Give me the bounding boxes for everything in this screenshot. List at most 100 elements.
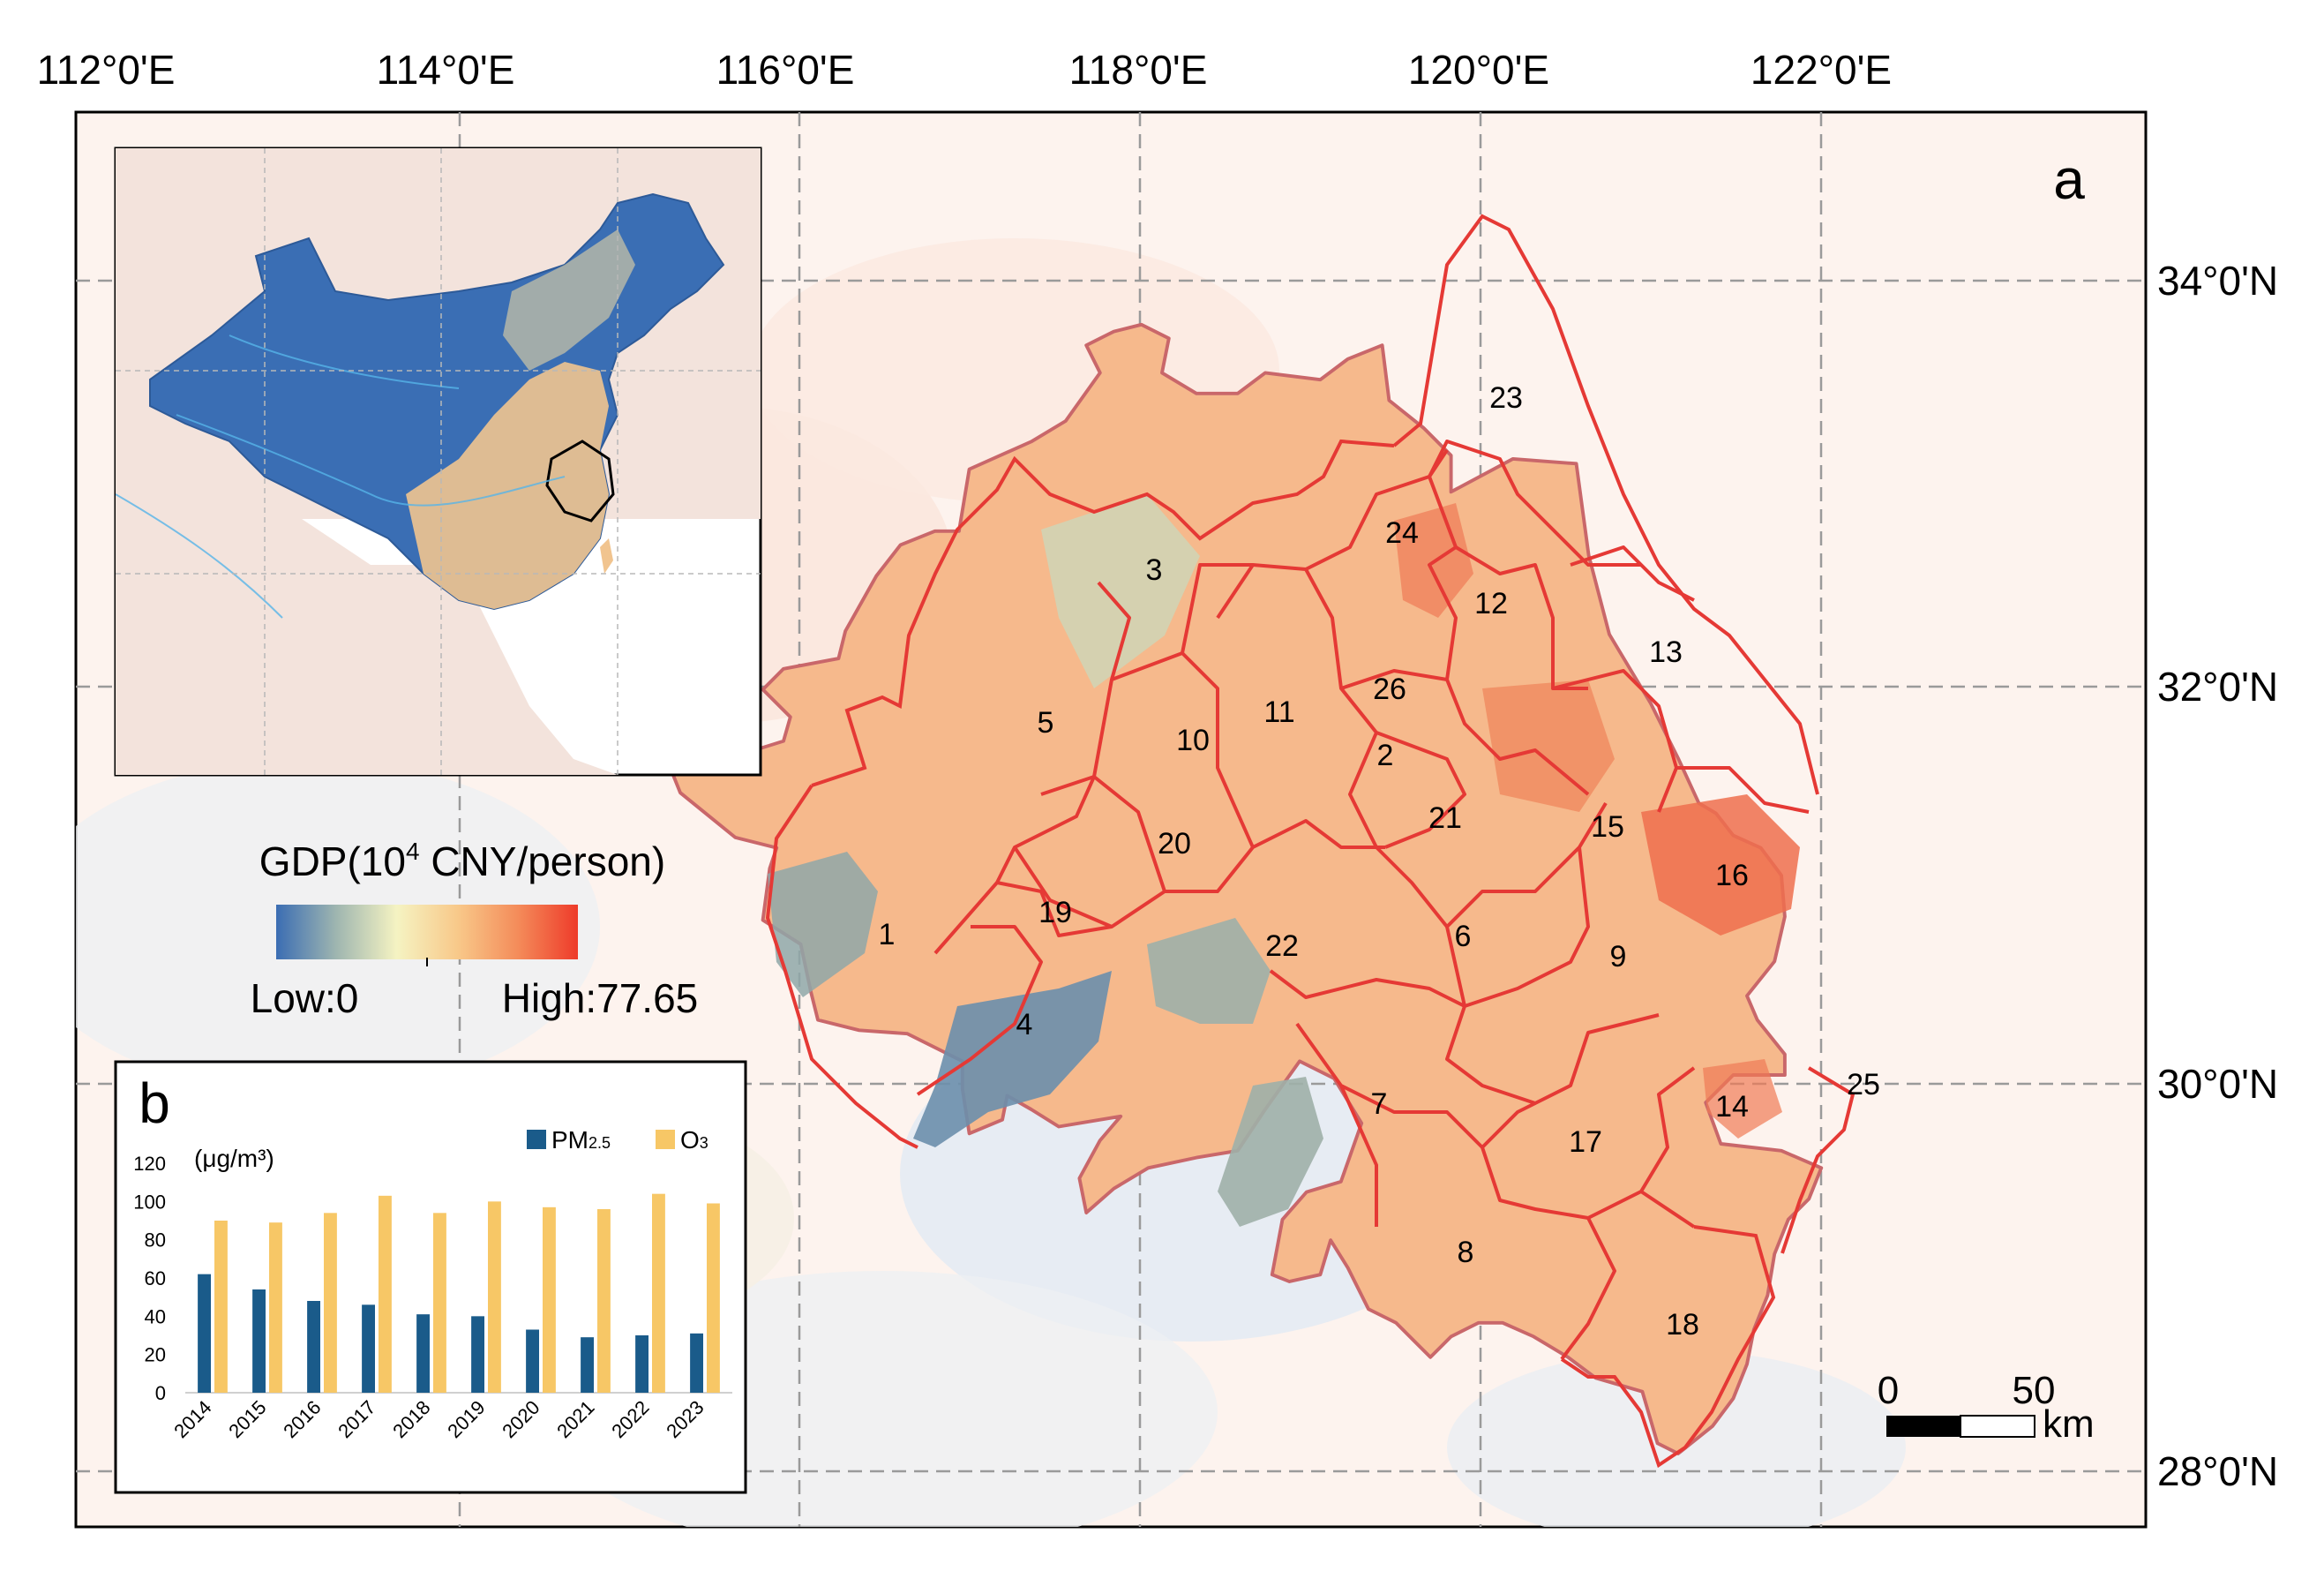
- bars: [198, 1193, 720, 1393]
- bar-o3: [269, 1222, 282, 1393]
- scale-bar: 0 50 km: [1878, 1369, 2095, 1446]
- city-label-9: 9: [1610, 940, 1627, 973]
- inset-east-china: [406, 362, 609, 609]
- city-label-2: 2: [1377, 739, 1394, 772]
- bar-o3: [214, 1221, 228, 1393]
- city-label-25: 25: [1847, 1068, 1880, 1101]
- city-label-21: 21: [1428, 801, 1462, 835]
- scale-unit: km: [2043, 1402, 2095, 1446]
- inset-taiwan: [600, 538, 613, 574]
- bar-o3: [707, 1203, 720, 1393]
- y-tick-label: 80: [145, 1229, 166, 1252]
- low-gdp-area-west: [768, 852, 878, 997]
- city-label-18: 18: [1666, 1308, 1699, 1342]
- high-gdp-area-16: [1641, 794, 1800, 936]
- high-gdp-area-15: [1482, 680, 1615, 812]
- bar-pm25: [416, 1314, 430, 1393]
- low-gdp-area-7: [1218, 1077, 1323, 1227]
- legend-low-label: Low:0: [251, 975, 359, 1021]
- bar-pm25: [471, 1316, 484, 1393]
- lon-label: 112°0'E: [37, 47, 176, 93]
- city-label-6: 6: [1455, 920, 1472, 953]
- y-tick-label: 120: [133, 1153, 166, 1175]
- lat-label: 28°0'N: [2157, 1448, 2278, 1494]
- city-label-20: 20: [1158, 827, 1191, 861]
- y-tick-label: 100: [133, 1191, 166, 1213]
- lon-label: 120°0'E: [1408, 47, 1549, 93]
- chart-legend: PM2.5 O3: [527, 1126, 708, 1154]
- low-gdp-area-4: [913, 971, 1112, 1147]
- legend-swatch-pm25: [527, 1130, 546, 1149]
- lat-label: 34°0'N: [2157, 258, 2278, 304]
- bar-pm25: [690, 1333, 703, 1393]
- city-label-7: 7: [1371, 1087, 1388, 1121]
- inset-north-china: [503, 229, 635, 371]
- bar-pm25: [635, 1335, 648, 1393]
- city-label-26: 26: [1373, 673, 1406, 706]
- gdp-legend: GDP(104 CNY/person) Low:0 High:77.65: [251, 838, 699, 1021]
- city-label-14: 14: [1715, 1090, 1749, 1124]
- legend-label-pm25: PM2.5: [551, 1126, 611, 1154]
- bar-pm25: [526, 1329, 539, 1393]
- bar-pm25: [362, 1304, 375, 1393]
- low-gdp-area-22: [1147, 918, 1271, 1024]
- latitude-labels: 34°0'N 32°0'N 30°0'N 28°0'N: [2157, 258, 2278, 1494]
- city-label-11: 11: [1263, 695, 1294, 729]
- bar-o3: [488, 1201, 501, 1393]
- lon-label: 116°0'E: [716, 47, 855, 93]
- y-axis-ticks: 0 20 40 60 80 100 120: [133, 1153, 166, 1404]
- city-label-8: 8: [1458, 1236, 1474, 1269]
- scale-label-zero: 0: [1878, 1369, 1899, 1412]
- y-tick-label: 60: [145, 1267, 166, 1289]
- china-inset-map: [114, 147, 762, 777]
- bar-o3: [543, 1206, 556, 1393]
- city-label-3: 3: [1146, 553, 1163, 587]
- city-label-17: 17: [1569, 1125, 1602, 1159]
- bar-pm25: [307, 1301, 320, 1393]
- low-gdp-area-3: [1041, 494, 1200, 688]
- legend-title: GDP(104 CNY/person): [259, 838, 665, 884]
- inset-land-south: [116, 494, 618, 775]
- city-label-24: 24: [1385, 516, 1419, 550]
- city-label-23: 23: [1489, 381, 1523, 415]
- city-labels: 1 2 3 4 5 6 7 8 9 10 11 12 13 14 15 16 1…: [879, 381, 1880, 1342]
- bar-pm25: [198, 1274, 211, 1393]
- city-label-13: 13: [1649, 635, 1683, 669]
- bar-pm25: [581, 1337, 594, 1393]
- legend-high-label: High:77.65: [502, 975, 699, 1021]
- bar-pm25: [252, 1289, 266, 1393]
- panel-a-label: a: [2053, 147, 2085, 211]
- city-label-4: 4: [1016, 1008, 1033, 1041]
- lat-label: 32°0'N: [2157, 664, 2278, 710]
- city-boundaries: [916, 440, 1810, 1361]
- high-gdp-area-14: [1703, 1059, 1782, 1139]
- city-label-22: 22: [1265, 929, 1299, 963]
- legend-swatch-o3: [656, 1130, 675, 1149]
- scale-label-fifty: 50: [2013, 1369, 2056, 1412]
- lon-label: 118°0'E: [1069, 47, 1208, 93]
- legend-label-o3: O3: [680, 1126, 708, 1154]
- inset-yrd-outline: [545, 440, 615, 522]
- region-outline-east: [765, 214, 1855, 1469]
- y-tick-label: 0: [155, 1382, 166, 1404]
- bar-o3: [324, 1213, 337, 1393]
- bar-o3: [379, 1195, 392, 1393]
- city-label-19: 19: [1038, 896, 1072, 929]
- city-label-16: 16: [1715, 859, 1749, 892]
- lon-label: 122°0'E: [1750, 47, 1892, 93]
- city-label-12: 12: [1474, 587, 1508, 620]
- lat-label: 30°0'N: [2157, 1061, 2278, 1107]
- y-tick-label: 40: [145, 1305, 166, 1327]
- city-label-5: 5: [1038, 706, 1054, 740]
- panel-b-label: b: [139, 1071, 170, 1135]
- longitude-labels: 112°0'E 114°0'E 116°0'E 118°0'E 120°0'E …: [37, 47, 1892, 93]
- y-tick-label: 20: [145, 1344, 166, 1366]
- region-shading: [768, 494, 1800, 1227]
- unit-label: (μg/m³): [194, 1145, 274, 1172]
- lon-label: 114°0'E: [377, 47, 515, 93]
- city-label-15: 15: [1591, 810, 1624, 844]
- bar-o3: [652, 1193, 665, 1393]
- bar-o3: [597, 1209, 611, 1393]
